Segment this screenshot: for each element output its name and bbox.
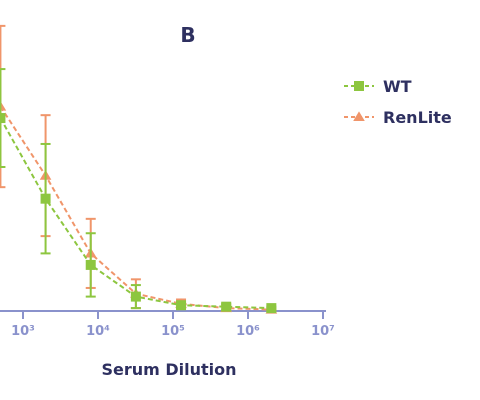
data-point (221, 301, 232, 312)
x-axis-label: Serum Dilution (101, 360, 236, 379)
x-tick-label: 10⁴ (86, 324, 110, 339)
data-point (85, 259, 96, 270)
data-point (266, 303, 277, 314)
data-point (40, 193, 51, 204)
x-tick-label: 10⁶ (236, 324, 260, 339)
legend-marker (354, 81, 364, 91)
legend-item-renlite: RenLite (344, 108, 452, 127)
legend: WT RenLite (344, 77, 452, 127)
legend-item-wt: WT (344, 77, 412, 96)
series-layer (0, 24, 278, 314)
x-tick-label: 10⁷ (311, 324, 335, 339)
data-point (0, 113, 6, 124)
x-tick-label: 10³ (11, 324, 35, 339)
legend-marker (353, 111, 365, 122)
data-point (0, 100, 7, 111)
series-renlite (0, 24, 278, 314)
chart-title: B (180, 23, 195, 47)
data-point (130, 291, 141, 302)
legend-label: WT (383, 77, 412, 96)
x-tick-label: 10⁵ (161, 324, 185, 339)
legend-label: RenLite (383, 108, 452, 127)
series-wt (0, 68, 277, 314)
x-axis-ticks: 10³ 10⁴ 10⁵ 10⁶ 10⁷ (11, 311, 335, 339)
data-point (176, 300, 187, 311)
